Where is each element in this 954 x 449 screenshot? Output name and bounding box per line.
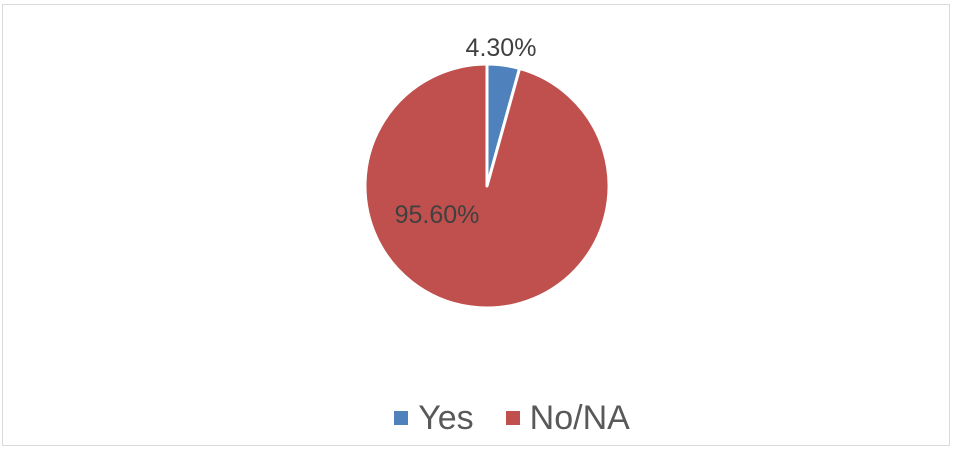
legend-label-yes: Yes [418,399,474,437]
pie-slice-no-na [363,62,611,310]
data-label-yes: 4.30% [466,34,537,62]
legend-swatch-no-na [505,411,520,425]
legend-label-no-na: No/NA [529,399,630,437]
pie-slices [363,62,611,310]
data-label-no-na: 95.60% [395,201,480,229]
legend-item-yes: Yes [394,399,474,437]
legend-swatch-yes [394,411,409,425]
legend-item-no-na: No/NA [505,399,630,437]
chart-legend: Yes No/NA [0,396,954,440]
